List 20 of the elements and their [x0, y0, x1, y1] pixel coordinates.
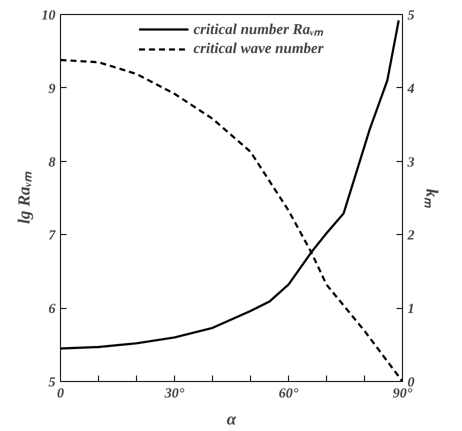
x-tick-label: 0	[57, 386, 64, 402]
y2-tick-label: 1	[408, 302, 414, 318]
legend-label: critical wave number	[194, 40, 324, 58]
y-tick-label: 8	[48, 155, 56, 170]
legend-label: critical number Raᵥₘ	[194, 21, 324, 39]
y2-tick-label: 2	[406, 228, 414, 244]
y2-tick-label: 5	[408, 8, 414, 24]
y-tick-label: 5	[48, 376, 56, 390]
x-tick-label: 30°	[164, 386, 185, 402]
x-axis-title: α	[226, 410, 237, 428]
y-tick-label: 9	[48, 82, 56, 97]
y2-tick-label: 3	[406, 155, 414, 170]
x-tick-label: 60°	[278, 386, 299, 402]
x-tick-label: 90°	[392, 386, 413, 402]
y2-axis-title: kₘ	[422, 188, 442, 208]
y2-tick-label: 4	[406, 82, 414, 97]
y-axis-title: lg Raᵥₘ	[14, 171, 34, 224]
y-tick-label: 6	[48, 302, 56, 318]
y-tick-label: 10	[42, 8, 56, 24]
y-tick-label: 7	[48, 228, 56, 244]
